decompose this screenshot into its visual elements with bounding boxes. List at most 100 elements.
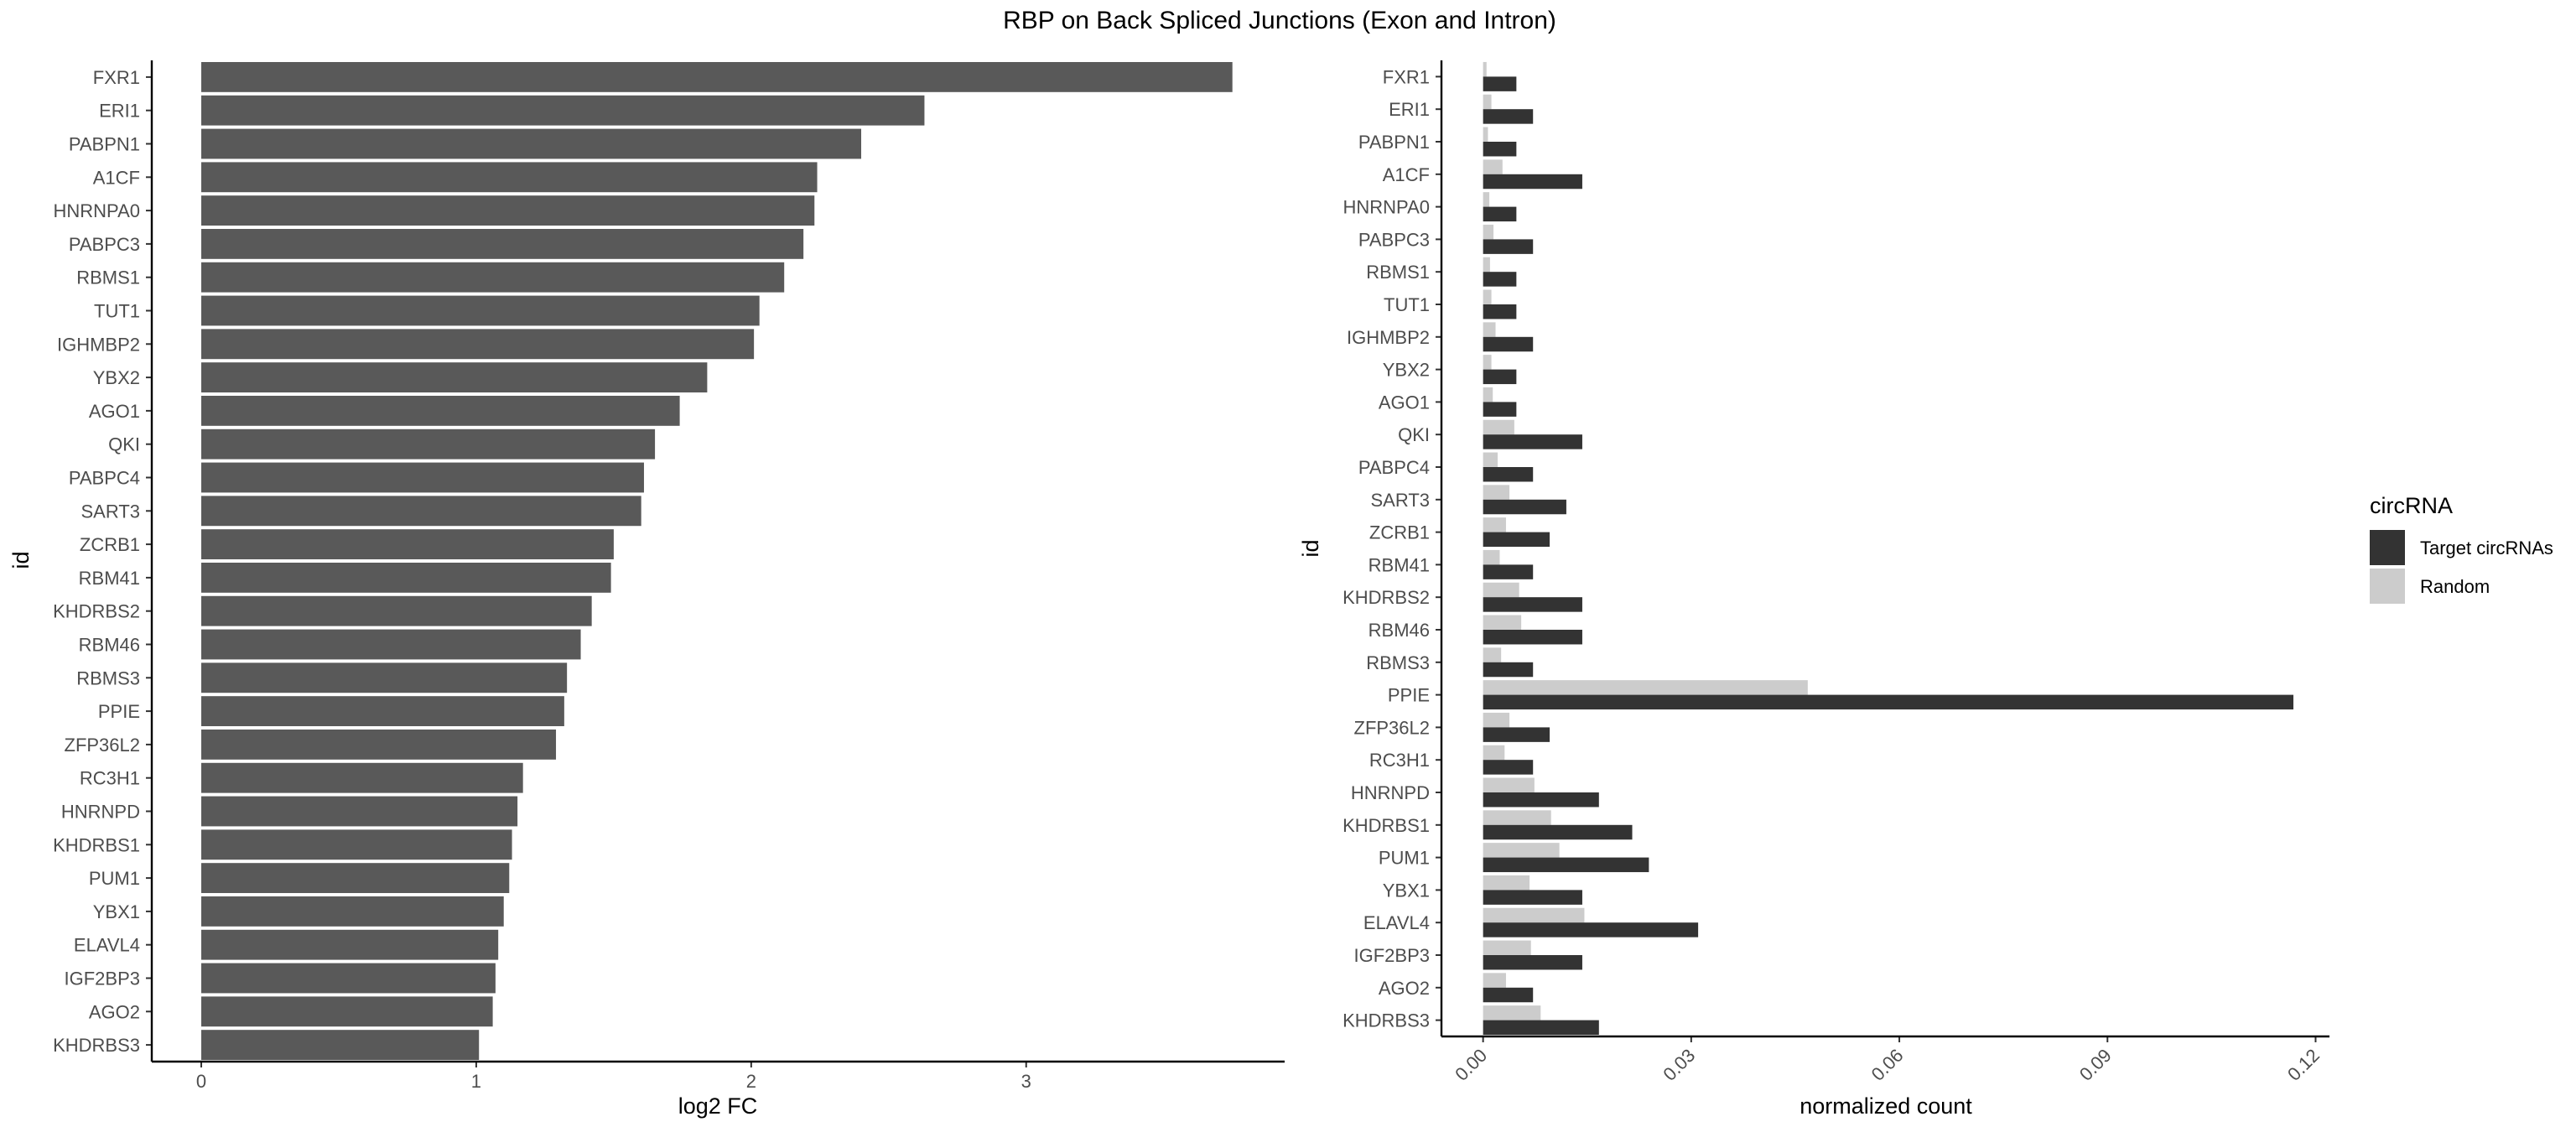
- bar-target-igf2bp3: [1483, 955, 1582, 970]
- y-tick-label-eri1: ERI1: [1389, 99, 1430, 120]
- bar-random-elavl4: [1483, 907, 1585, 923]
- y-tick-label-ppie: PPIE: [98, 701, 140, 722]
- y-tick-label-elavl4: ELAVL4: [74, 935, 140, 956]
- right-chart-panel: FXR1 ERI1 PABPN1 A1CF HNRNPA0 PABPC3 RBMS1 TUT1…: [1298, 60, 2329, 1119]
- y-tick-label-fxr1: FXR1: [1383, 66, 1430, 87]
- bar-random-ighmbp2: [1483, 322, 1496, 337]
- bar-pum1: [201, 863, 510, 894]
- y-tick-label-khdrbs1: KHDRBS1: [53, 834, 140, 855]
- y-tick-label-ago1: AGO1: [89, 401, 140, 422]
- bar-random-rbms3: [1483, 647, 1502, 662]
- bar-target-ighmbp2: [1483, 336, 1534, 352]
- bar-random-a1cf: [1483, 159, 1503, 174]
- y-tick-label-ppie: PPIE: [1388, 685, 1430, 706]
- x-tick-label-0-09: 0.09: [2075, 1045, 2116, 1085]
- y-tick-label-rbms1: RBMS1: [76, 267, 140, 288]
- bar-target-ybx1: [1483, 890, 1582, 905]
- bar-random-eri1: [1483, 94, 1492, 110]
- y-tick-label-pum1: PUM1: [1379, 848, 1430, 869]
- bar-target-khdrbs2: [1483, 597, 1582, 612]
- bar-ybx1: [201, 896, 504, 927]
- bar-rbm46: [201, 629, 581, 660]
- y-tick-label-khdrbs3: KHDRBS3: [53, 1035, 140, 1056]
- y-tick-label-pabpn1: PABPN1: [69, 134, 140, 155]
- bar-hnrnpa0: [201, 195, 815, 226]
- bar-target-ago2: [1483, 987, 1534, 1003]
- y-tick-label-elavl4: ELAVL4: [1363, 912, 1430, 933]
- bar-ago1: [201, 395, 680, 426]
- y-tick-label-hnrnpd: HNRNPD: [1351, 782, 1430, 803]
- y-tick-label-tut1: TUT1: [94, 301, 140, 322]
- legend-swatch-random: [2370, 569, 2405, 604]
- y-tick-label-ighmbp2: IGHMBP2: [57, 334, 140, 355]
- bar-random-khdrbs1: [1483, 810, 1551, 825]
- y-tick-label-pabpc4: PABPC4: [69, 468, 140, 489]
- bar-random-fxr1: [1483, 61, 1487, 77]
- y-tick-label-rbm41: RBM41: [79, 568, 140, 589]
- bar-rbms1: [201, 262, 785, 293]
- y-tick-label-qki: QKI: [108, 434, 140, 455]
- bar-target-ago1: [1483, 402, 1517, 417]
- bar-target-pabpc3: [1483, 239, 1534, 254]
- y-tick-label-ybx1: YBX1: [93, 901, 140, 922]
- y-tick-label-tut1: TUT1: [1384, 294, 1430, 315]
- bar-target-ybx2: [1483, 369, 1517, 385]
- left-y-axis-label: id: [8, 551, 34, 569]
- bar-random-ago1: [1483, 387, 1493, 402]
- bar-target-qki: [1483, 434, 1582, 449]
- bar-zfp36l2: [201, 729, 557, 760]
- bar-target-rbm46: [1483, 630, 1582, 645]
- bar-target-a1cf: [1483, 174, 1582, 190]
- x-tick-label-0-12: 0.12: [2283, 1045, 2324, 1085]
- y-tick-label-ybx2: YBX2: [1383, 360, 1430, 381]
- bar-sart3: [201, 496, 641, 527]
- y-tick-label-sart3: SART3: [80, 501, 140, 522]
- y-tick-label-igf2bp3: IGF2BP3: [1354, 945, 1430, 966]
- bar-ybx2: [201, 362, 708, 393]
- y-tick-label-sart3: SART3: [1370, 490, 1430, 511]
- bar-target-zfp36l2: [1483, 727, 1550, 742]
- bar-random-ago2: [1483, 973, 1506, 988]
- bar-target-khdrbs1: [1483, 824, 1633, 840]
- y-tick-label-ago1: AGO1: [1379, 392, 1430, 413]
- bar-random-pabpc3: [1483, 224, 1494, 240]
- y-tick-label-khdrbs2: KHDRBS2: [53, 601, 140, 622]
- x-tick-label-0-00: 0.00: [1451, 1045, 1491, 1085]
- y-tick-label-hnrnpa0: HNRNPA0: [53, 200, 140, 221]
- bar-random-khdrbs2: [1483, 582, 1519, 598]
- bar-random-ppie: [1483, 680, 1808, 695]
- bar-random-ybx2: [1483, 355, 1492, 370]
- y-tick-label-rc3h1: RC3H1: [1369, 750, 1430, 771]
- bar-random-hnrnpd: [1483, 777, 1535, 792]
- bar-target-hnrnpa0: [1483, 206, 1517, 222]
- legend: circRNA Target circRNAs Random: [2370, 493, 2553, 604]
- bar-target-zcrb1: [1483, 532, 1550, 548]
- bar-eri1: [201, 95, 925, 126]
- bar-ppie: [201, 696, 564, 727]
- y-tick-label-ago2: AGO2: [89, 1001, 140, 1022]
- bar-qki: [201, 428, 656, 460]
- bar-zcrb1: [201, 529, 614, 560]
- y-tick-label-pabpc3: PABPC3: [69, 234, 140, 255]
- y-tick-label-khdrbs2: KHDRBS2: [1343, 587, 1430, 608]
- bar-ago2: [201, 996, 493, 1027]
- bar-target-khdrbs3: [1483, 1020, 1599, 1036]
- y-tick-label-rbm46: RBM46: [1368, 620, 1430, 641]
- bar-random-hnrnpa0: [1483, 192, 1490, 207]
- bar-pabpn1: [201, 128, 862, 159]
- y-tick-label-ighmbp2: IGHMBP2: [1347, 327, 1430, 348]
- left-x-ticks: 0 1 2 3: [196, 1062, 1031, 1092]
- x-tick-label-1: 1: [471, 1071, 481, 1092]
- y-tick-label-a1cf: A1CF: [93, 167, 140, 188]
- bar-target-rbms3: [1483, 662, 1534, 678]
- bar-random-igf2bp3: [1483, 940, 1531, 955]
- bar-a1cf: [201, 162, 818, 193]
- bar-target-hnrnpd: [1483, 792, 1599, 808]
- bar-random-pabpc4: [1483, 452, 1498, 467]
- y-tick-label-rbms3: RBMS3: [1366, 652, 1430, 673]
- y-tick-label-eri1: ERI1: [99, 101, 140, 122]
- y-tick-label-fxr1: FXR1: [93, 67, 140, 88]
- bar-target-fxr1: [1483, 76, 1517, 91]
- bar-target-eri1: [1483, 109, 1534, 124]
- y-tick-label-zfp36l2: ZFP36L2: [1354, 717, 1431, 738]
